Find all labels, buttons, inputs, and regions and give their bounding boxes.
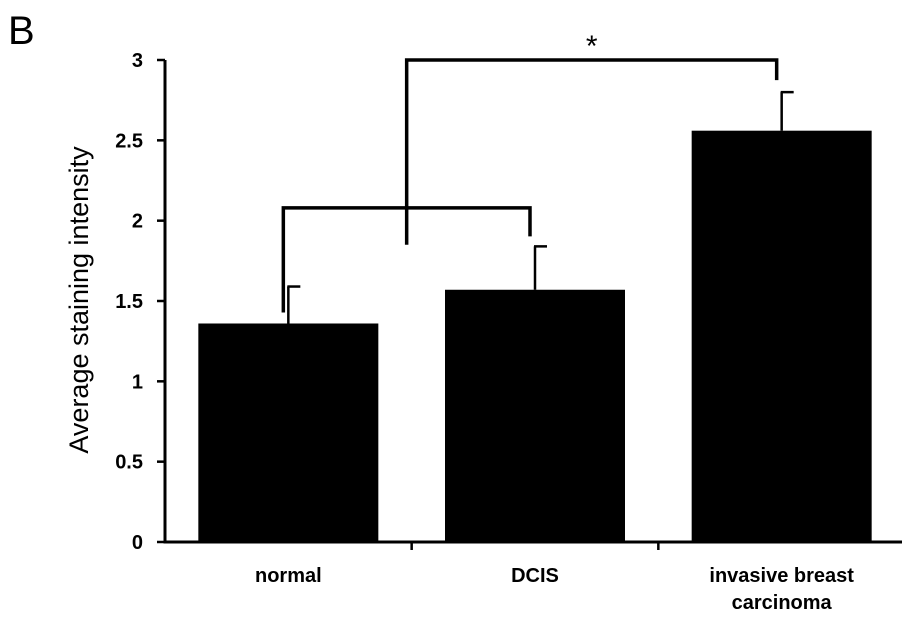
x-tick-label: DCIS [511, 565, 559, 587]
y-axis-label: Average staining intensity [64, 146, 94, 454]
x-tick-label: normal [255, 565, 322, 587]
x-tick-label: invasive breast [709, 565, 854, 587]
y-tick-label: 0 [132, 532, 143, 554]
bar-2 [445, 289, 625, 542]
bracket-significance [404, 58, 779, 245]
x-tick-label: carcinoma [732, 592, 833, 612]
y-tick-label: 1.5 [115, 291, 143, 313]
y-tick-label: 3 [132, 50, 143, 72]
y-tick-label: 1 [132, 371, 143, 393]
plot-area: 0 0.5 1 1.5 2 2.5 3 normal DCIS invasive breast ca… [115, 30, 902, 614]
bar-1 [198, 323, 379, 542]
y-tick-label: 2.5 [115, 130, 143, 152]
significance-star: * [586, 30, 598, 63]
y-tick-label: 2 [132, 211, 143, 233]
bar-3 [691, 130, 872, 542]
y-tick-label: 0.5 [115, 452, 143, 474]
panel-label: B [8, 9, 35, 53]
